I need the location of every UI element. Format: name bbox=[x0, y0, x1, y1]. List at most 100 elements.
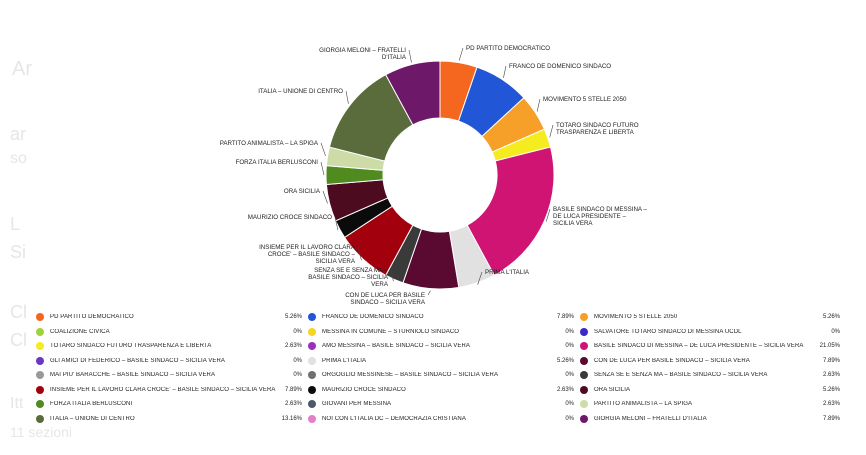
background-text-4: L bbox=[10, 214, 21, 234]
legend-item[interactable]: MAURIZIO CROCE SINDACO 2.63% bbox=[308, 383, 580, 398]
legend-swatch bbox=[36, 327, 44, 336]
legend-item[interactable]: AMO MESSINA – BASILE SINDACO – SICILIA V… bbox=[308, 339, 580, 354]
slice-leader-line-10 bbox=[334, 216, 339, 231]
legend-item[interactable]: MESSINA IN COMUNE – STURNIOLO SINDACO 0% bbox=[308, 325, 580, 340]
legend-item[interactable]: PARTITO ANIMALISTA – LA SPIGA 2.63% bbox=[580, 397, 846, 412]
slice-label-8-line-1: SENZA SE E SENZA MA – bbox=[314, 267, 388, 274]
background-text-1: Ar bbox=[12, 58, 32, 80]
slice-leader-line-15 bbox=[408, 49, 412, 63]
legend-value: 0% bbox=[293, 372, 302, 379]
legend-value: 0% bbox=[293, 328, 302, 335]
legend-value: 7.89% bbox=[556, 314, 574, 321]
legend-swatch bbox=[580, 414, 588, 423]
legend-item[interactable]: PD PARTITO DEMOCRATICO 5.26% bbox=[36, 310, 308, 325]
donut-chart: PD PARTITO DEMOCRATICO FRANCO DE DOMENICO… bbox=[220, 45, 648, 306]
legend-label: MESSINA IN COMUNE – STURNIOLO SINDACO bbox=[322, 328, 460, 335]
legend-item[interactable]: FORZA ITALIA BERLUSCONI 2.63% bbox=[36, 397, 308, 412]
legend-swatch bbox=[580, 385, 588, 394]
slice-label-4-line-2: TRASPARENZA E LIBERTA bbox=[556, 129, 635, 136]
legend-item[interactable]: SALVATORE TOTARO SINDACO DI MESSINA UCDL… bbox=[580, 325, 846, 340]
legend-item[interactable]: NOI CON L'ITALIA DC – DEMOCRAZIA CRISTIA… bbox=[308, 412, 580, 427]
background-text-6: Cl bbox=[10, 302, 27, 322]
legend-label: FORZA ITALIA BERLUSCONI bbox=[50, 401, 133, 408]
legend-swatch bbox=[580, 400, 588, 409]
legend-item[interactable]: SENZA SE E SENZA MA – BASILE SINDACO – S… bbox=[580, 368, 846, 383]
legend-value: 2.63% bbox=[284, 401, 302, 408]
legend-item[interactable]: FRANCO DE DOMENICO SINDACO 7.89% bbox=[308, 310, 580, 325]
legend-label: BASILE SINDACO DI MESSINA – DE LUCA PRES… bbox=[594, 343, 804, 350]
legend-swatch bbox=[36, 371, 44, 380]
slice-label-14: ITALIA – UNIONE DI CENTRO bbox=[258, 88, 343, 95]
legend-value: 2.63% bbox=[822, 401, 840, 408]
background-text-5: Si bbox=[10, 242, 27, 262]
legend-value: 0% bbox=[565, 415, 574, 422]
background-text-9: 11 sezioni bbox=[10, 424, 73, 440]
legend-value: 0% bbox=[293, 357, 302, 364]
legend-value: 13.16% bbox=[281, 415, 302, 422]
legend-value: 2.63% bbox=[284, 343, 302, 350]
slice-label-4-line-1: TOTARO SINDACO FUTURO bbox=[556, 122, 639, 129]
slice-leader-line-8 bbox=[390, 269, 394, 282]
pie-slice-5[interactable] bbox=[466, 146, 555, 276]
legend-value: 0% bbox=[565, 401, 574, 408]
legend-label: AMO MESSINA – BASILE SINDACO – SICILIA V… bbox=[322, 343, 471, 350]
legend-item[interactable]: MAI PIU' BARACCHE – BASILE SINDACO – SIC… bbox=[36, 368, 308, 383]
slice-leader-line-13 bbox=[320, 142, 326, 157]
slice-label-11: ORA SICILIA bbox=[284, 188, 321, 195]
pie-slice-15[interactable] bbox=[385, 60, 441, 126]
slice-label-15-line-1: GIORGIA MELONI – FRATELLI bbox=[319, 47, 406, 54]
legend-item[interactable]: GIORGIA MELONI – FRATELLI D'ITALIA 7.89% bbox=[580, 412, 846, 427]
legend-label: GIOVANI PER MESSINA bbox=[322, 401, 392, 408]
legend-value: 0% bbox=[565, 372, 574, 379]
legend-swatch bbox=[36, 356, 44, 365]
legend-label: ORA SICILIA bbox=[594, 386, 631, 393]
slice-label-13: PARTITO ANIMALISTA – LA SPIGA bbox=[220, 140, 319, 147]
background-text-3: so bbox=[10, 150, 27, 167]
legend-swatch bbox=[308, 371, 316, 380]
slice-label-9-line-3: SICILIA VERA bbox=[315, 258, 355, 265]
legend-item[interactable]: CON DE LUCA PER BASILE SINDACO – SICILIA… bbox=[580, 354, 846, 369]
legend-item[interactable]: ORGOGLIO MESSINESE – BASILE SINDACO – SI… bbox=[308, 368, 580, 383]
legend-swatch bbox=[308, 400, 316, 409]
slice-leader-line-7 bbox=[427, 290, 431, 296]
legend-value: 7.89% bbox=[284, 386, 302, 393]
slice-label-5-line-2: DE LUCA PRESIDENTE – bbox=[553, 213, 626, 220]
legend-value: 2.63% bbox=[822, 372, 840, 379]
legend-label: ITALIA – UNIONE DI CENTRO bbox=[50, 415, 135, 422]
slice-leader-line-14 bbox=[345, 90, 349, 104]
legend-value: 5.26% bbox=[822, 386, 840, 393]
slice-label-5-line-1: BASILE SINDACO DI MESSINA – bbox=[553, 206, 647, 213]
legend-swatch bbox=[308, 327, 316, 336]
legend-item[interactable]: MOVIMENTO 5 STELLE 2050 5.26% bbox=[580, 310, 846, 325]
legend-value: 5.26% bbox=[556, 357, 574, 364]
legend-item[interactable]: ORA SICILIA 5.26% bbox=[580, 383, 846, 398]
slice-leader-line-3 bbox=[536, 98, 541, 112]
slice-label-7-line-2: SINDACO – SICILIA VERA bbox=[350, 299, 425, 306]
legend-item[interactable]: ITALIA – UNIONE DI CENTRO 13.16% bbox=[36, 412, 308, 427]
legend-swatch bbox=[36, 313, 44, 322]
legend-swatch bbox=[308, 342, 316, 351]
legend-label: FRANCO DE DOMENICO SINDACO bbox=[322, 314, 424, 321]
legend-item[interactable]: INSIEME PER IL LAVORO CLARA CROCE' – BAS… bbox=[36, 383, 308, 398]
legend-label: PRIMA L'ITALIA bbox=[322, 357, 367, 364]
slice-label-6: PRIMA L'ITALIA bbox=[485, 269, 530, 276]
background-text-7: Cl bbox=[10, 330, 27, 350]
legend-item[interactable]: PRIMA L'ITALIA 5.26% bbox=[308, 354, 580, 369]
legend-swatch bbox=[580, 342, 588, 351]
legend-label: TOTARO SINDACO FUTURO TRASPARENZA E LIBE… bbox=[50, 343, 212, 350]
legend-item[interactable]: BASILE SINDACO DI MESSINA – DE LUCA PRES… bbox=[580, 339, 846, 354]
legend-label: MAURIZIO CROCE SINDACO bbox=[322, 386, 406, 393]
slice-label-10: MAURIZIO CROCE SINDACO bbox=[248, 214, 332, 221]
legend-item[interactable]: COALIZIONE CIVICA 0% bbox=[36, 325, 308, 340]
legend-item[interactable]: GLI AMICI DI FEDERICO – BASILE SINDACO –… bbox=[36, 354, 308, 369]
legend-swatch bbox=[36, 400, 44, 409]
legend-swatch bbox=[308, 356, 316, 365]
legend-item[interactable]: TOTARO SINDACO FUTURO TRASPARENZA E LIBE… bbox=[36, 339, 308, 354]
slice-label-1: PD PARTITO DEMOCRATICO bbox=[466, 45, 550, 52]
legend-item[interactable]: GIOVANI PER MESSINA 0% bbox=[308, 397, 580, 412]
legend-swatch bbox=[580, 371, 588, 380]
legend-swatch bbox=[36, 414, 44, 423]
legend-value: 21.05% bbox=[819, 343, 840, 350]
legend-value: 2.63% bbox=[556, 386, 574, 393]
legend-value: 5.26% bbox=[822, 314, 840, 321]
